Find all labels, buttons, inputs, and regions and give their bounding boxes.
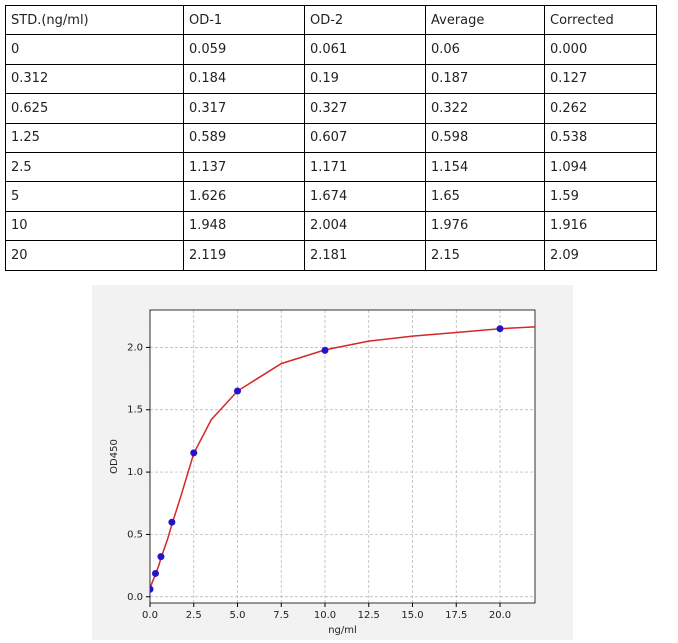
table-cell: 0.589 xyxy=(183,122,305,153)
table-cell: 1.171 xyxy=(304,151,426,183)
table-cell: 2.004 xyxy=(304,210,426,242)
y-tick-label: 1.5 xyxy=(127,405,143,416)
table-cell: 1.674 xyxy=(304,181,426,212)
table-cell: 10 xyxy=(5,210,184,242)
table-row: 5 1.626 1.674 1.65 1.59 xyxy=(5,181,657,212)
table-cell: OD-2 xyxy=(304,4,426,36)
table-cell: 0.607 xyxy=(304,122,426,153)
data-point xyxy=(321,346,329,354)
x-tick-label: 20.0 xyxy=(489,610,511,621)
table-cell: 0.322 xyxy=(425,93,545,124)
table-cell: 0.538 xyxy=(544,122,657,153)
table-row: 0.312 0.184 0.19 0.187 0.127 xyxy=(5,63,657,95)
x-tick-label: 7.5 xyxy=(273,610,289,621)
table-cell: 2.119 xyxy=(183,240,305,271)
table-cell: 2.181 xyxy=(304,240,426,271)
data-table: STD.(ng/ml) OD-1 OD-2 Average Corrected 0 0.05… xyxy=(5,4,657,271)
table-cell: 1.948 xyxy=(183,210,305,242)
table-cell: 0.262 xyxy=(544,93,657,124)
table-cell: 1.626 xyxy=(183,181,305,212)
y-tick-label: 2.0 xyxy=(127,342,143,353)
table-cell: 0.184 xyxy=(183,63,305,95)
x-tick-label: 17.5 xyxy=(445,610,467,621)
data-point xyxy=(151,569,159,577)
table-row: 1.25 0.589 0.607 0.598 0.538 xyxy=(5,122,657,153)
data-point xyxy=(150,585,154,593)
table-cell: 0.061 xyxy=(304,34,426,65)
x-axis-label: ng/ml xyxy=(328,625,357,636)
x-tick-label: 10.0 xyxy=(314,610,336,621)
table-cell: 0.000 xyxy=(544,34,657,65)
table-row: 20 2.119 2.181 2.15 2.09 xyxy=(5,240,657,271)
table-cell: 20 xyxy=(5,240,184,271)
table-cell: 0.625 xyxy=(5,93,184,124)
table-cell: 2.15 xyxy=(425,240,545,271)
y-tick-label: 0.0 xyxy=(127,592,143,603)
table-cell: 1.65 xyxy=(425,181,545,212)
table-cell: 2.5 xyxy=(5,151,184,183)
data-point xyxy=(496,325,504,333)
table-cell: 2.09 xyxy=(544,240,657,271)
table-cell: 0.19 xyxy=(304,63,426,95)
x-tick-label: 5.0 xyxy=(230,610,246,621)
data-point xyxy=(157,553,165,561)
table-cell: 0.059 xyxy=(183,34,305,65)
table-cell: 1.094 xyxy=(544,151,657,183)
table-cell: 5 xyxy=(5,181,184,212)
x-tick-label: 12.5 xyxy=(358,610,380,621)
table-cell: STD.(ng/ml) xyxy=(5,4,184,36)
data-point xyxy=(190,449,198,457)
table-cell: Average xyxy=(425,4,545,36)
plot-content xyxy=(150,325,535,593)
table-cell: 1.976 xyxy=(425,210,545,242)
table-cell: 1.916 xyxy=(544,210,657,242)
header-row: STD.(ng/ml) OD-1 OD-2 Average Corrected xyxy=(5,4,657,36)
table-row: 2.5 1.137 1.171 1.154 1.094 xyxy=(5,151,657,183)
plot-area xyxy=(150,310,535,603)
table-cell: Corrected xyxy=(544,4,657,36)
table-cell: OD-1 xyxy=(183,4,305,36)
table-cell: 0.317 xyxy=(183,93,305,124)
x-tick-label: 15.0 xyxy=(401,610,423,621)
y-tick-label: 0.5 xyxy=(127,529,143,540)
x-tick-label: 2.5 xyxy=(186,610,202,621)
table-cell: 0.06 xyxy=(425,34,545,65)
table-cell: 0.127 xyxy=(544,63,657,95)
y-tick-label: 1.0 xyxy=(127,467,143,478)
table-cell: 0.187 xyxy=(425,63,545,95)
table-row: 0.625 0.317 0.327 0.322 0.262 xyxy=(5,93,657,124)
table-cell: 1.59 xyxy=(544,181,657,212)
plot-frame xyxy=(149,309,536,604)
x-tick-label: 0.0 xyxy=(142,610,158,621)
table-cell: 0 xyxy=(5,34,184,65)
table-cell: 1.137 xyxy=(183,151,305,183)
table-cell: 0.598 xyxy=(425,122,545,153)
fit-curve xyxy=(150,326,535,589)
table-row: 10 1.948 2.004 1.976 1.916 xyxy=(5,210,657,242)
table-cell: 0.312 xyxy=(5,63,184,95)
y-axis-label: OD450 xyxy=(109,439,120,474)
chart: 0.0 2.5 5.0 7.5 10.0 12.5 15.0 17.5 20.0 0.0 0.5 1.… xyxy=(92,285,573,640)
table-cell: 0.327 xyxy=(304,93,426,124)
table-cell: 1.154 xyxy=(425,151,545,183)
table-cell: 1.25 xyxy=(5,122,184,153)
table-row: 0 0.059 0.061 0.06 0.000 xyxy=(5,34,657,65)
data-point xyxy=(234,387,241,395)
data-point xyxy=(168,518,176,526)
